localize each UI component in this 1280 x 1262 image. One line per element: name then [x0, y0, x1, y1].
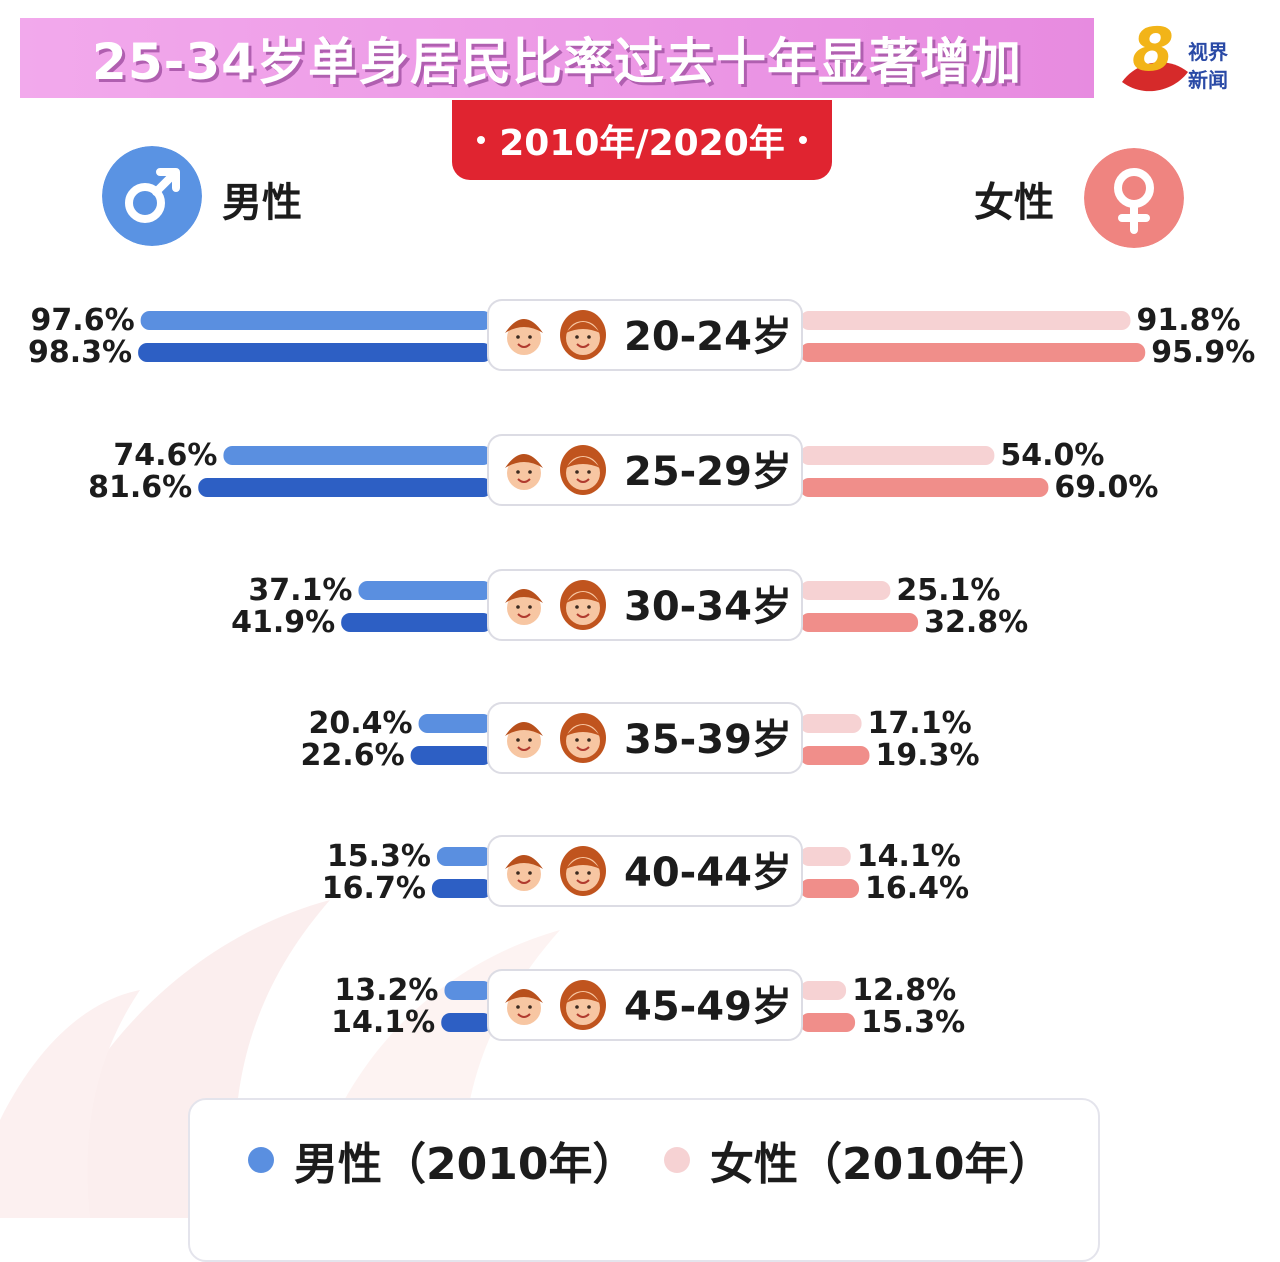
chart-title: 25-34岁单身居民比率过去十年显著增加 — [92, 33, 1022, 91]
male-face-icon — [505, 855, 543, 891]
value-label-male-2010: 15.3% — [327, 839, 431, 874]
badge-dot-right — [798, 136, 807, 144]
bar-female-2010 — [800, 446, 995, 465]
value-label-female-2020: 16.4% — [865, 871, 969, 906]
age-group-pill — [487, 969, 803, 1041]
bar-male-2020 — [410, 746, 492, 765]
value-label-male-2020: 16.7% — [322, 871, 426, 906]
bar-female-2020 — [800, 879, 860, 898]
age-group-label: 25-29岁 — [624, 449, 792, 495]
badge-dot-left — [477, 136, 486, 144]
female-face-icon — [560, 445, 606, 495]
legend-label-male-2010: 男性（2010年） — [294, 1139, 637, 1190]
value-label-male-2020: 81.6% — [88, 470, 192, 505]
male-face-icon — [505, 319, 543, 355]
value-label-female-2010: 91.8% — [1136, 303, 1240, 338]
bar-male-2020 — [198, 478, 493, 497]
female-label: 女性 — [974, 180, 1054, 226]
bar-female-2020 — [800, 478, 1049, 497]
age-group-label: 30-34岁 — [624, 584, 792, 630]
bar-female-2010 — [800, 311, 1131, 330]
age-group-pill — [487, 702, 803, 774]
male-face-icon — [505, 589, 543, 625]
value-label-female-2010: 12.8% — [852, 973, 956, 1008]
age-group-pill — [487, 434, 803, 506]
value-label-female-2010: 25.1% — [896, 573, 1000, 608]
year-badge: 2010年/2020年 — [452, 100, 832, 180]
female-face-icon — [560, 310, 606, 360]
bar-female-2010 — [800, 847, 851, 866]
value-label-female-2010: 54.0% — [1000, 438, 1104, 473]
legend-swatch-female-2010 — [664, 1147, 690, 1173]
male-label: 男性 — [222, 180, 302, 226]
value-label-male-2010: 97.6% — [31, 303, 135, 338]
bar-female-2020 — [800, 1013, 856, 1032]
bar-male-2010 — [418, 714, 492, 733]
male-face-icon — [505, 722, 543, 758]
value-label-male-2010: 37.1% — [248, 573, 352, 608]
value-label-female-2020: 95.9% — [1151, 335, 1255, 370]
value-label-male-2010: 74.6% — [113, 438, 217, 473]
bar-male-2010 — [223, 446, 492, 465]
age-group-label: 40-44岁 — [624, 850, 792, 896]
svg-text:8: 8 — [1132, 15, 1174, 85]
bar-female-2020 — [800, 613, 919, 632]
value-label-female-2020: 19.3% — [875, 738, 979, 773]
female-face-icon — [560, 846, 606, 896]
male-face-icon — [505, 454, 543, 490]
butterfly-chart: 97.6%98.3% 91.8%95.9% 20-24岁 74.6%81.6% 54.0… — [28, 299, 1255, 1041]
bar-male-2020 — [341, 613, 492, 632]
logo-icon: 8 — [1122, 15, 1188, 92]
value-label-male-2020: 98.3% — [28, 335, 132, 370]
bar-female-2010 — [800, 714, 862, 733]
value-label-male-2020: 14.1% — [331, 1005, 435, 1040]
logo-text-line2: 新闻 — [1188, 68, 1228, 92]
value-label-female-2020: 69.0% — [1054, 470, 1158, 505]
male-face-icon — [505, 989, 543, 1025]
age-group-label: 35-39岁 — [624, 717, 792, 763]
bar-male-2020 — [138, 343, 492, 362]
value-label-female-2020: 32.8% — [924, 605, 1028, 640]
bar-male-2020 — [441, 1013, 492, 1032]
value-label-male-2010: 13.2% — [334, 973, 438, 1008]
value-label-female-2010: 17.1% — [868, 706, 972, 741]
bar-male-2010 — [140, 311, 492, 330]
title-banner: 25-34岁单身居民比率过去十年显著增加 — [20, 18, 1094, 98]
legend-swatch-male-2010 — [248, 1147, 274, 1173]
female-symbol-icon — [1084, 148, 1184, 248]
value-label-female-2010: 14.1% — [857, 839, 961, 874]
legend-label-female-2010: 女性（2010年） — [710, 1139, 1053, 1190]
value-label-male-2020: 41.9% — [231, 605, 335, 640]
bar-female-2020 — [800, 343, 1146, 362]
value-label-male-2010: 20.4% — [308, 706, 412, 741]
bar-female-2010 — [800, 581, 891, 600]
bar-female-2020 — [800, 746, 870, 765]
male-symbol-icon — [102, 146, 202, 246]
bar-male-2020 — [431, 879, 492, 898]
value-label-male-2020: 22.6% — [301, 738, 405, 773]
year-badge-text: 2010年/2020年 — [499, 123, 785, 164]
age-group-pill — [487, 569, 803, 641]
age-group-pill — [487, 835, 803, 907]
logo-text-line1: 视界 — [1188, 40, 1228, 64]
age-group-pill — [487, 299, 803, 371]
bar-male-2010 — [436, 847, 492, 866]
bar-male-2010 — [444, 981, 492, 1000]
legend-item-male-2010: 男性（2010年） — [248, 1128, 636, 1192]
legend-item-female-2010: 女性（2010年） — [664, 1128, 1052, 1192]
value-label-female-2020: 15.3% — [861, 1005, 965, 1040]
female-face-icon — [560, 713, 606, 763]
female-face-icon — [560, 580, 606, 630]
female-face-icon — [560, 980, 606, 1030]
age-group-label: 20-24岁 — [624, 314, 792, 360]
age-group-label: 45-49岁 — [624, 984, 792, 1030]
bar-female-2010 — [800, 981, 847, 1000]
bar-male-2010 — [358, 581, 492, 600]
